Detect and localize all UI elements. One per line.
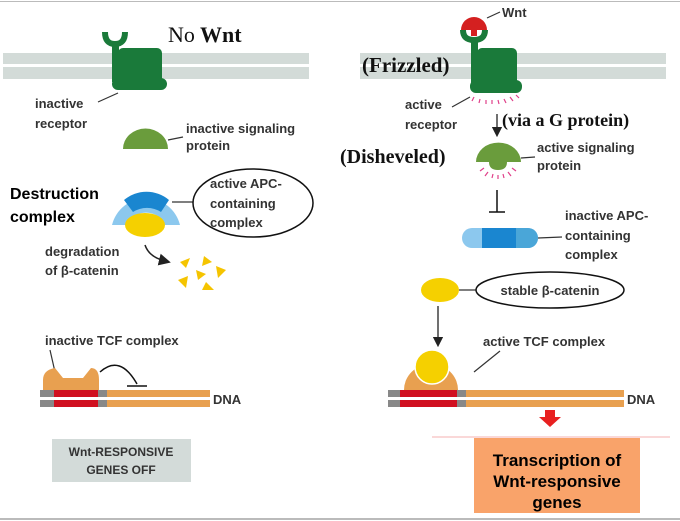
active-apc-label-2: containing: [210, 196, 276, 211]
left-dna: [40, 390, 210, 407]
frizzled-label: (Frizzled): [362, 53, 449, 77]
destruction-complex-shape: [112, 191, 180, 237]
degradation-arrow: [144, 244, 171, 266]
degradation-label-2: of β-catenin: [45, 263, 119, 278]
active-signaling-label-2: protein: [537, 158, 581, 173]
right-dna-label: DNA: [627, 392, 656, 407]
red-down-arrow-icon: [539, 410, 561, 427]
beta-catenin-fragments: [178, 256, 226, 290]
inactive-receptor-label-1: inactive: [35, 96, 83, 111]
destruction-label-1: Destruction: [10, 186, 99, 203]
inactive-signaling-protein-shape: [123, 128, 168, 149]
active-receptor-label-2: receptor: [405, 117, 457, 132]
signaling-rays-icon: [479, 167, 517, 179]
transcription-line-2: Wnt-responsive: [493, 472, 621, 491]
inhibit-symbol: [489, 190, 505, 213]
transcription-line-1: Transcription of: [493, 451, 622, 470]
active-apc-label-3: complex: [210, 215, 264, 230]
inactive-receptor-label-2: receptor: [35, 116, 87, 131]
via-g-protein-label: (via a G protein): [502, 110, 629, 131]
transcription-line-3: genes: [532, 493, 581, 512]
title-wnt: Wnt: [200, 22, 242, 47]
degradation-label-1: degradation: [45, 244, 119, 259]
genes-off-line-1: Wnt-RESPONSIVE: [69, 445, 174, 459]
inactive-tcf-shape: [43, 368, 99, 391]
genes-off-line-2: GENES OFF: [86, 463, 155, 477]
active-tcf-shape: [404, 349, 458, 390]
transcription-box: [474, 438, 640, 513]
active-signaling-protein-shape: [476, 142, 521, 170]
inactive-apc-label-1: inactive APC-: [565, 208, 648, 223]
right-dna: [388, 390, 624, 407]
left-dna-label: DNA: [213, 392, 242, 407]
destruction-label-2: complex: [10, 209, 75, 226]
active-tcf-label: active TCF complex: [483, 334, 606, 349]
stable-beta-catenin-shape: [421, 278, 459, 302]
active-receptor-shape: [470, 40, 522, 93]
wnt-label: Wnt: [502, 5, 527, 20]
inactive-signaling-label-2: protein: [186, 138, 230, 153]
active-receptor-label-1: active: [405, 97, 442, 112]
active-apc-label-1: active APC-: [210, 176, 282, 191]
inactive-apc-label-2: containing: [565, 228, 631, 243]
inactive-receptor-shape: [102, 31, 167, 90]
svg-text:No Wnt: No Wnt: [168, 22, 242, 47]
active-signaling-label-1: active signaling: [537, 140, 635, 155]
genes-off-box: [52, 439, 191, 482]
inactive-tcf-label: inactive TCF complex: [45, 333, 179, 348]
stable-beta-catenin-label: stable β-catenin: [501, 283, 600, 298]
active-apc-ellipse: [192, 168, 314, 238]
inactive-apc-complex-shape: [462, 228, 538, 248]
disheveled-label: (Disheveled): [340, 146, 446, 168]
wnt-ligand-shape: [460, 17, 488, 44]
inactive-apc-label-3: complex: [565, 247, 619, 262]
stable-beta-catenin-ellipse: [475, 271, 625, 309]
inactive-signaling-label-1: inactive signaling: [186, 121, 295, 136]
inhibition-arc: [99, 364, 138, 385]
activation-rays-icon: [471, 94, 520, 105]
title-no: No: [168, 22, 195, 47]
